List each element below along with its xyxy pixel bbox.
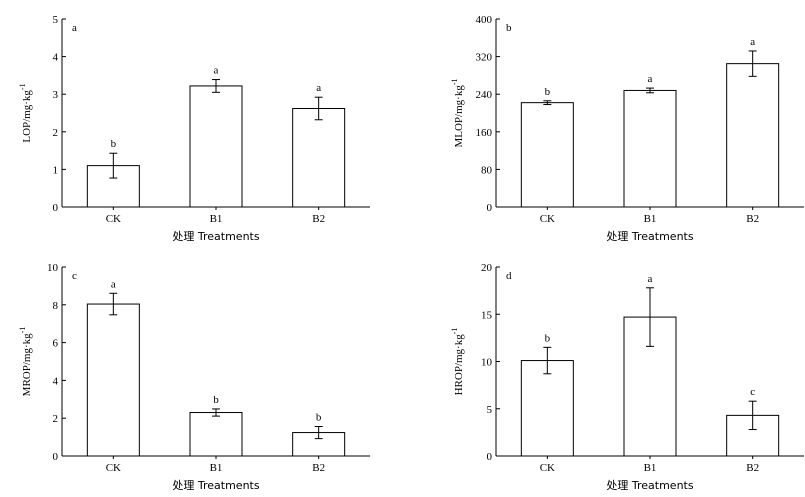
- panel-b-significance-label: b: [545, 86, 551, 98]
- panel-b-letter: b: [506, 22, 512, 34]
- panel-c-ytick-label: 2: [53, 413, 59, 425]
- panel-d-ytick-label: 20: [481, 262, 493, 274]
- panel-d-letter: d: [506, 270, 512, 282]
- panel-a-ytick-label: 1: [53, 164, 59, 176]
- panel-c-bar-CK: [86, 303, 140, 457]
- panel-c-ytick-label: 6: [53, 338, 59, 350]
- panel-d-ytick-label: 10: [481, 357, 493, 369]
- panel-c: 0 2 4 6 8 10 c a CK b B1 b B2 处理 Treatments MROP/mg·kg…: [18, 262, 370, 492]
- panel-d-category-label: CK: [540, 462, 555, 474]
- panel-c-ytick-label: 0: [53, 451, 59, 463]
- panel-c-ytick-label: 10: [47, 262, 59, 274]
- panel-a-ytick-label: 2: [53, 127, 59, 139]
- panel-c-letter: c: [72, 270, 77, 282]
- panel-b: 0 80 160 240 320 400 b b CK a B1 a B2 处理 Treatments ML…: [450, 14, 804, 243]
- panel-a-ytick-label: 0: [53, 202, 59, 214]
- panel-a-ytick-label: 4: [53, 52, 59, 64]
- panel-d-category-label: B2: [746, 462, 759, 474]
- panel-b-ytick-label: 0: [487, 202, 493, 214]
- panel-d-category-label: B1: [644, 462, 657, 474]
- panel-b-category-label: B1: [644, 213, 657, 225]
- panel-d-x-title: 处理 Treatments: [606, 479, 693, 492]
- panel-a-letter: a: [72, 22, 77, 34]
- panel-b-y-title: MLOP/mg·kg-1: [450, 78, 465, 147]
- panel-c-significance-label: a: [111, 278, 116, 290]
- panel-d-ytick-label: 0: [487, 451, 493, 463]
- panel-a-significance-label: a: [214, 65, 219, 77]
- panel-b-ytick-label: 400: [476, 14, 493, 26]
- panel-c-category-label: CK: [106, 462, 121, 474]
- panel-c-category-label: B1: [210, 462, 223, 474]
- panel-b-ytick-label: 160: [476, 127, 493, 139]
- panel-a-x-title: 处理 Treatments: [172, 230, 259, 243]
- panel-b-ytick-label: 240: [476, 89, 493, 101]
- panel-a-bar-B2: [292, 107, 346, 208]
- panel-c-category-label: B2: [312, 462, 325, 474]
- panel-c-significance-label: b: [213, 394, 219, 406]
- panel-d-significance-label: c: [750, 386, 755, 398]
- panel-a-significance-label: a: [316, 82, 321, 94]
- panel-a-bar-B1: [189, 85, 243, 208]
- panel-b-bar-B2: [726, 63, 780, 208]
- panel-b-bar-B1: [623, 89, 677, 208]
- panel-c-bar-B1: [189, 412, 243, 457]
- panel-b-bar-CK: [520, 102, 574, 208]
- panel-a: 0 1 2 3 4 5 a b CK a B1 a B2 处理 Treatments LOP/mg·kg-1: [18, 14, 370, 243]
- panel-b-category-label: CK: [540, 213, 555, 225]
- panel-a-significance-label: b: [111, 138, 117, 150]
- panel-a-category-label: B1: [210, 213, 223, 225]
- panel-b-ytick-label: 320: [476, 52, 493, 64]
- panel-c-ytick-label: 8: [53, 300, 59, 312]
- panel-d: 0 5 10 15 20 d b CK a B1 c B2 处理 Treatments HROP/mg·k…: [450, 262, 804, 492]
- panel-b-significance-label: a: [648, 73, 653, 85]
- panel-c-significance-label: b: [316, 412, 322, 424]
- panel-b-x-title: 处理 Treatments: [606, 230, 693, 243]
- panel-a-category-label: B2: [312, 213, 325, 225]
- panel-d-significance-label: b: [545, 332, 551, 344]
- panel-c-ytick-label: 4: [53, 375, 59, 387]
- panel-a-ytick-label: 3: [53, 89, 59, 101]
- panel-b-ytick-label: 80: [481, 164, 493, 176]
- panel-d-bar-CK: [520, 360, 574, 457]
- panel-c-x-title: 处理 Treatments: [172, 479, 259, 492]
- panel-d-significance-label: a: [648, 273, 653, 285]
- panel-a-y-title: LOP/mg·kg-1: [18, 83, 33, 142]
- panel-c-y-title: MROP/mg·kg-1: [18, 327, 33, 397]
- panel-d-ytick-label: 5: [487, 404, 493, 416]
- panel-a-category-label: CK: [106, 213, 121, 225]
- panel-b-category-label: B2: [746, 213, 759, 225]
- panel-d-ytick-label: 15: [481, 309, 493, 321]
- panel-a-ytick-label: 5: [53, 14, 59, 26]
- panel-d-y-title: HROP/mg·kg-1: [450, 328, 465, 396]
- panel-b-significance-label: a: [750, 36, 755, 48]
